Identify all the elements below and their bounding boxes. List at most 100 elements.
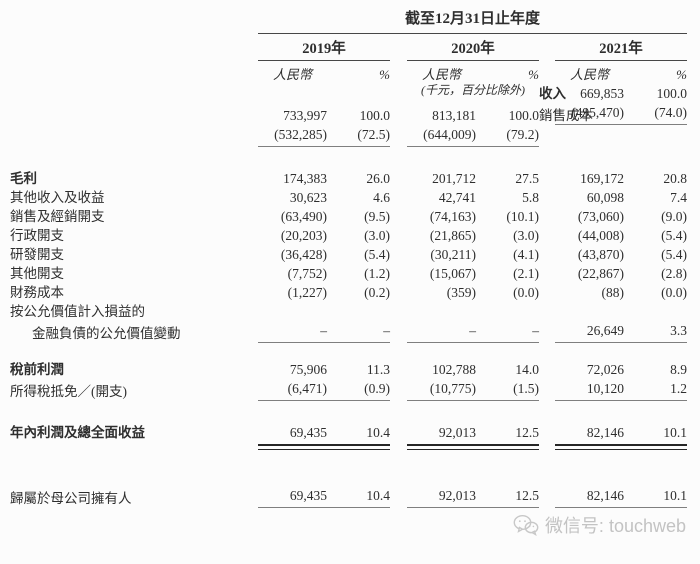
cell-value: 100.0 <box>359 108 390 123</box>
subheader-percent: % <box>528 67 539 82</box>
cell-value: 169,172 <box>580 171 624 186</box>
double-rule <box>476 444 539 450</box>
cell-value: 669,853 <box>580 86 624 101</box>
cell-value: 14.0 <box>515 362 539 377</box>
cell-value: (4.1) <box>513 247 539 262</box>
cell-value: 26,649 <box>555 321 624 343</box>
subheader-currency: 人民幣 <box>272 67 312 82</box>
row-label: 所得稅抵免／(開支) <box>10 384 127 399</box>
cell-value: 102,788 <box>432 362 476 377</box>
cell-value: (9.5) <box>364 209 390 224</box>
cell-value: (74.0) <box>624 103 687 125</box>
year-header-2019: 2019年 <box>258 34 390 61</box>
row-label: 研發開支 <box>10 247 64 262</box>
row-label: 行政開支 <box>10 228 64 243</box>
cell-value: (0.2) <box>364 285 390 300</box>
row-label: 收入 <box>539 86 566 101</box>
row-spacer <box>10 401 687 423</box>
cell-value: (15,067) <box>429 266 476 281</box>
cell-value: 92,013 <box>438 425 476 440</box>
watermark-text: 微信号: touchweb <box>544 516 686 536</box>
row-label: 毛利 <box>10 171 37 186</box>
cell-value: 72,026 <box>586 362 624 377</box>
cell-value: (0.9) <box>327 379 390 401</box>
cell-value: – <box>258 321 327 343</box>
cell-value: (9.0) <box>661 209 687 224</box>
cell-value: 69,435 <box>258 486 327 508</box>
cell-value: 82,146 <box>586 425 624 440</box>
cell-value: 100.0 <box>656 86 687 101</box>
cell-value: (495,470) <box>555 103 624 125</box>
cell-value: (22,867) <box>577 266 624 281</box>
subheader-currency: 人民幣 <box>421 67 461 82</box>
cell-value: (1.5) <box>476 379 539 401</box>
row-label: 年內利潤及總全面收益 <box>10 425 145 440</box>
cell-value: (2.8) <box>661 266 687 281</box>
row-label: 歸屬於母公司擁有人 <box>10 490 132 506</box>
row-label: 按公允價值計入損益的 <box>10 304 145 319</box>
cell-value: (10,775) <box>407 379 476 401</box>
cell-value: – <box>327 321 390 343</box>
cell-value: 201,712 <box>432 171 476 186</box>
cell-value: (644,009) <box>407 125 476 147</box>
cell-value: – <box>476 321 539 343</box>
double-rule <box>624 444 687 450</box>
cell-value: (30,211) <box>430 247 476 262</box>
double-rule <box>555 444 624 450</box>
cell-value: 75,906 <box>289 362 327 377</box>
cell-value: 42,741 <box>438 190 476 205</box>
income-statement-table: 截至12月31日止年度 2019年 2020年 2021年 人民幣 % 人民幣 … <box>10 11 687 508</box>
cell-value: 12.5 <box>476 486 539 508</box>
row-spacer <box>10 450 687 486</box>
cell-value: 100.0 <box>508 108 539 123</box>
cell-value: 174,383 <box>283 171 327 186</box>
cell-value: (21,865) <box>429 228 476 243</box>
double-rule <box>258 444 327 450</box>
cell-value: 27.5 <box>515 171 539 186</box>
row-label: 其他收入及收益 <box>10 190 105 205</box>
cell-value: (73,060) <box>577 209 624 224</box>
cell-value: (3.0) <box>364 228 390 243</box>
row-label: 其他開支 <box>10 266 64 281</box>
cell-value: (5.4) <box>661 228 687 243</box>
row-spacer <box>10 147 687 169</box>
cell-value: (2.1) <box>513 266 539 281</box>
cell-value: 20.8 <box>663 171 687 186</box>
cell-value: (6,471) <box>258 379 327 401</box>
cell-value: 10,120 <box>555 379 624 401</box>
cell-value: 5.8 <box>522 190 539 205</box>
watermark: 微信号: touchweb <box>513 512 686 538</box>
row-label: 銷售成本 <box>539 108 593 123</box>
row-spacer <box>10 343 687 360</box>
cell-value: 26.0 <box>366 171 390 186</box>
cell-value: (88) <box>601 285 625 300</box>
cell-value: 69,435 <box>289 425 327 440</box>
row-label: 金融負債的公允價值變動 <box>32 326 181 341</box>
year-header-2020: 2020年 <box>407 34 539 61</box>
cell-value: (72.5) <box>327 125 390 147</box>
cell-value: 1.2 <box>624 379 687 401</box>
cell-value: 12.5 <box>515 425 539 440</box>
cell-value: (1,227) <box>287 285 327 300</box>
year-header-2021: 2021年 <box>555 34 687 61</box>
cell-value: 10.4 <box>327 486 390 508</box>
cell-value: 11.3 <box>366 362 390 377</box>
cell-value: (44,008) <box>577 228 624 243</box>
cell-value: (7,752) <box>287 266 327 281</box>
subheader-currency: 人民幣 <box>569 67 609 82</box>
cell-value: 3.3 <box>624 321 687 343</box>
cell-value: – <box>407 321 476 343</box>
cell-value: (532,285) <box>258 125 327 147</box>
cell-value: (79.2) <box>476 125 539 147</box>
cell-value: 8.9 <box>670 362 687 377</box>
cell-value: (10.1) <box>506 209 539 224</box>
wechat-icon <box>513 514 539 536</box>
cell-value: 60,098 <box>586 190 624 205</box>
cell-value: 82,146 <box>555 486 624 508</box>
cell-value: 733,997 <box>283 108 327 123</box>
cell-value: (0.0) <box>513 285 539 300</box>
subheader-percent: % <box>676 67 687 82</box>
cell-value: 4.6 <box>373 190 390 205</box>
cell-value: (20,203) <box>280 228 327 243</box>
